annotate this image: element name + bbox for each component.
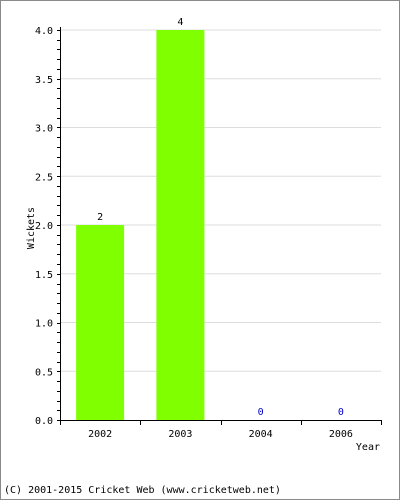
- y-tick-label-0: 0.0: [35, 416, 53, 427]
- x-tick-label-2006: 2006: [329, 429, 353, 440]
- y-tick-label-6: 3.0: [35, 124, 53, 135]
- x-tick-label-2002: 2002: [88, 429, 112, 440]
- y-tick-label-7: 3.5: [35, 75, 53, 86]
- data-label-2004: 0: [258, 407, 264, 418]
- x-axis-title: Year: [356, 442, 380, 453]
- y-tick-label-5: 2.5: [35, 172, 53, 183]
- y-axis-title: Wickets: [26, 207, 37, 249]
- data-label-2002: 2: [97, 212, 103, 223]
- y-tick-label-4: 2.0: [35, 221, 53, 232]
- data-label-2006: 0: [338, 407, 344, 418]
- y-tick-label-2: 1.0: [35, 319, 53, 330]
- x-tick-label-2003: 2003: [168, 429, 192, 440]
- y-tick-label-3: 1.5: [35, 270, 53, 281]
- y-tick-label-1: 0.5: [35, 367, 53, 378]
- x-tick-label-2004: 2004: [249, 429, 273, 440]
- bar-2003: [156, 30, 205, 420]
- bar-2002: [76, 225, 125, 420]
- y-tick-label-8: 4.0: [35, 26, 53, 37]
- copyright-footer: (C) 2001-2015 Cricket Web (www.cricketwe…: [4, 485, 281, 496]
- data-label-2003: 4: [177, 17, 183, 28]
